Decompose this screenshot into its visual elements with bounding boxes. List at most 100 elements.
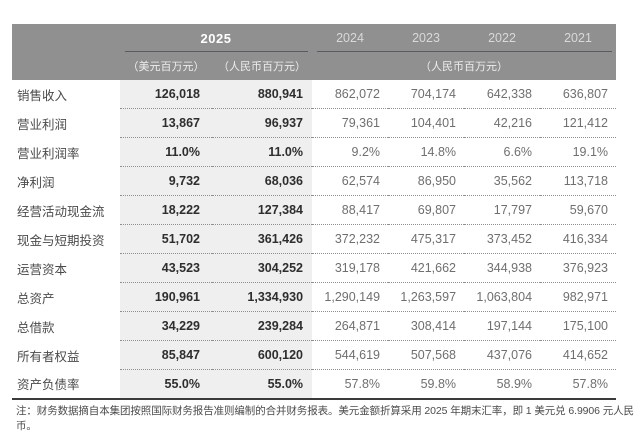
unit-years-label: （人民币百万元） <box>312 52 617 80</box>
cell-2024: 544,619 <box>312 340 389 370</box>
cell-2024: 862,072 <box>312 80 389 109</box>
cell-2023: 507,568 <box>388 340 465 370</box>
table-row: 营业利润率 11.0% 11.0% 9.2% 14.8% 6.6% 19.1% <box>12 137 617 167</box>
cell-2025-usd: 190,961 <box>120 282 212 312</box>
cell-2025-usd: 85,847 <box>120 340 212 370</box>
cell-2024: 79,361 <box>312 108 389 138</box>
cell-2025-rmb: 600,120 <box>212 340 313 370</box>
cell-2023: 86,950 <box>388 166 465 196</box>
row-label: 营业利润率 <box>12 137 120 167</box>
cell-2025-rmb: 68,036 <box>212 166 313 196</box>
table-row: 营业利润 13,867 96,937 79,361 104,401 42,216… <box>12 108 617 138</box>
cell-2024: 62,574 <box>312 166 389 196</box>
header-corner-2 <box>12 52 120 80</box>
year-2025-label: 2025 <box>200 30 232 46</box>
cell-2022: 1,063,804 <box>464 282 541 312</box>
unit-usd-label: （美元百万元） <box>120 52 212 80</box>
cell-2025-usd: 18,222 <box>120 195 212 225</box>
cell-2022: 344,938 <box>464 253 541 283</box>
cell-2021: 982,971 <box>540 282 617 312</box>
cell-2023: 69,807 <box>388 195 465 225</box>
header-year-2025: 2025 <box>120 24 313 52</box>
cell-2025-rmb: 361,426 <box>212 224 313 254</box>
header-corner <box>12 24 120 52</box>
year-2023-label: 2023 <box>412 31 440 45</box>
year-2024-label: 2024 <box>336 31 364 45</box>
cell-2022: 197,144 <box>464 311 541 341</box>
row-label: 净利润 <box>12 166 120 196</box>
cell-2025-usd: 11.0% <box>120 137 212 167</box>
cell-2025-rmb: 11.0% <box>212 137 313 167</box>
row-label: 经营活动现金流 <box>12 195 120 225</box>
cell-2024: 88,417 <box>312 195 389 225</box>
financial-highlights-table: 2025 2024 2023 2022 2021 （美元百万元） （人民币百万元… <box>12 24 617 400</box>
cell-2021: 19.1% <box>540 137 617 167</box>
year-2021-label: 2021 <box>564 31 592 45</box>
cell-2024: 57.8% <box>312 369 389 400</box>
cell-2025-usd: 9,732 <box>120 166 212 196</box>
cell-2025-usd: 34,229 <box>120 311 212 341</box>
table-row: 销售收入 126,018 880,941 862,072 704,174 642… <box>12 80 617 109</box>
cell-2022: 35,562 <box>464 166 541 196</box>
table-row: 资产负债率 55.0% 55.0% 57.8% 59.8% 58.9% 57.8… <box>12 369 617 400</box>
table-row: 总资产 190,961 1,334,930 1,290,149 1,263,59… <box>12 282 617 312</box>
unit-rmb-label: （人民币百万元） <box>212 52 313 80</box>
cell-2022: 17,797 <box>464 195 541 225</box>
cell-2023: 59.8% <box>388 369 465 400</box>
cell-2024: 319,178 <box>312 253 389 283</box>
cell-2022: 6.6% <box>464 137 541 167</box>
cell-2025-rmb: 239,284 <box>212 311 313 341</box>
row-label: 总资产 <box>12 282 120 312</box>
cell-2023: 14.8% <box>388 137 465 167</box>
table-body: 销售收入 126,018 880,941 862,072 704,174 642… <box>12 80 617 400</box>
table-row: 运营资本 43,523 304,252 319,178 421,662 344,… <box>12 253 617 283</box>
cell-2023: 308,414 <box>388 311 465 341</box>
cell-2025-rmb: 96,937 <box>212 108 313 138</box>
cell-2021: 57.8% <box>540 369 617 400</box>
row-label: 资产负债率 <box>12 369 120 400</box>
years-row: 2024 2023 2022 2021 <box>312 31 616 45</box>
row-label: 现金与短期投资 <box>12 224 120 254</box>
table-row: 经营活动现金流 18,222 127,384 88,417 69,807 17,… <box>12 195 617 225</box>
cell-2021: 416,334 <box>540 224 617 254</box>
cell-2023: 104,401 <box>388 108 465 138</box>
cell-2024: 9.2% <box>312 137 389 167</box>
cell-2022: 58.9% <box>464 369 541 400</box>
table-row: 净利润 9,732 68,036 62,574 86,950 35,562 11… <box>12 166 617 196</box>
cell-2025-rmb: 55.0% <box>212 369 313 400</box>
cell-2025-rmb: 1,334,930 <box>212 282 313 312</box>
cell-2021: 376,923 <box>540 253 617 283</box>
header-unit-row: （美元百万元） （人民币百万元） （人民币百万元） <box>12 52 617 80</box>
cell-2021: 414,652 <box>540 340 617 370</box>
table-row: 总借款 34,229 239,284 264,871 308,414 197,1… <box>12 311 617 341</box>
cell-2021: 636,807 <box>540 80 617 109</box>
cell-2025-rmb: 880,941 <box>212 80 313 109</box>
cell-2025-rmb: 304,252 <box>212 253 313 283</box>
table-row: 现金与短期投资 51,702 361,426 372,232 475,317 3… <box>12 224 617 254</box>
footnote: 注：财务数据摘自本集团按照国际财务报告准则编制的合并财务报表。美元金额折算采用 … <box>16 405 634 431</box>
cell-2025-rmb: 127,384 <box>212 195 313 225</box>
cell-2021: 121,412 <box>540 108 617 138</box>
table-row: 所有者权益 85,847 600,120 544,619 507,568 437… <box>12 340 617 370</box>
cell-2024: 264,871 <box>312 311 389 341</box>
cell-2021: 113,718 <box>540 166 617 196</box>
cell-2023: 704,174 <box>388 80 465 109</box>
row-label: 营业利润 <box>12 108 120 138</box>
cell-2025-usd: 126,018 <box>120 80 212 109</box>
cell-2023: 421,662 <box>388 253 465 283</box>
cell-2022: 42,216 <box>464 108 541 138</box>
row-label: 运营资本 <box>12 253 120 283</box>
cell-2025-usd: 43,523 <box>120 253 212 283</box>
header-year-row: 2025 2024 2023 2022 2021 <box>12 24 617 52</box>
cell-2021: 175,100 <box>540 311 617 341</box>
cell-2024: 372,232 <box>312 224 389 254</box>
cell-2023: 475,317 <box>388 224 465 254</box>
cell-2024: 1,290,149 <box>312 282 389 312</box>
cell-2022: 642,338 <box>464 80 541 109</box>
cell-2022: 437,076 <box>464 340 541 370</box>
cell-2025-usd: 55.0% <box>120 369 212 400</box>
cell-2025-usd: 51,702 <box>120 224 212 254</box>
table-header: 2025 2024 2023 2022 2021 （美元百万元） （人民币百万元… <box>12 24 617 80</box>
row-label: 销售收入 <box>12 80 120 109</box>
